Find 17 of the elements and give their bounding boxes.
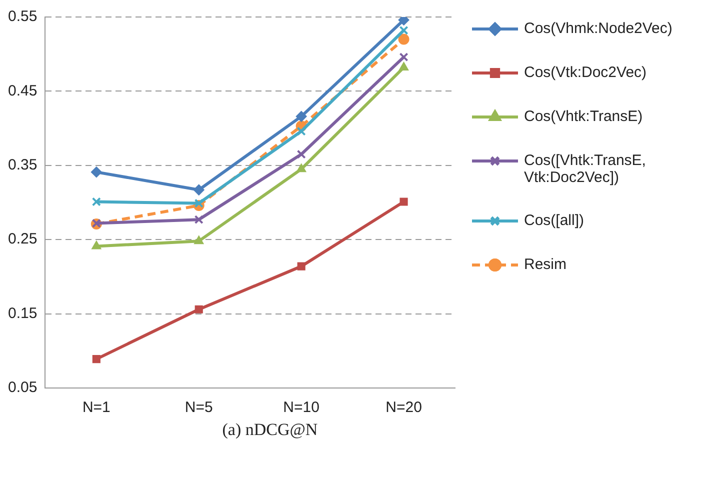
y-tick-label: 0.55 bbox=[8, 8, 38, 26]
x-tick-label: N=1 bbox=[82, 399, 110, 416]
legend-label: Cos(Vhmk:Node2Vec) bbox=[524, 20, 672, 37]
y-tick-label: 0.05 bbox=[8, 379, 38, 396]
x-tick-label: N=20 bbox=[386, 399, 422, 416]
text: (a) nDCG@N bbox=[221, 420, 319, 440]
x-tick-label: N=10 bbox=[283, 399, 320, 416]
legend-label: Cos(Vtk:Doc2Vec) bbox=[524, 64, 647, 81]
y-tick-label: 0.35 bbox=[8, 156, 38, 174]
legend-label: Cos(Vhtk:TransE) bbox=[524, 108, 643, 125]
x-tick-label: N=5 bbox=[184, 399, 213, 416]
y-tick-label: 0.15 bbox=[8, 304, 38, 322]
legend-label: Cos([all]) bbox=[524, 212, 584, 229]
legend-label: Cos([Vhtk:TransE, Vtk:Doc2Vec]) bbox=[524, 152, 647, 186]
y-tick-label: 0.45 bbox=[8, 82, 38, 100]
legend-label: Resim bbox=[524, 256, 567, 273]
y-tick-label: 0.25 bbox=[8, 230, 38, 248]
